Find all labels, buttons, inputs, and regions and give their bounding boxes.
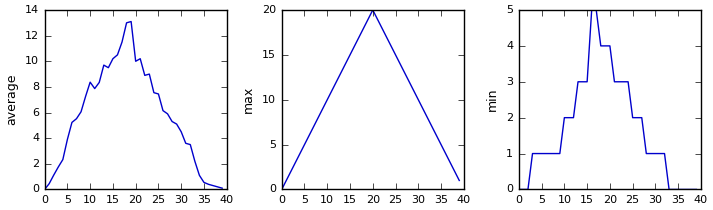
Y-axis label: max: max [242, 86, 255, 113]
Y-axis label: min: min [486, 88, 499, 112]
Y-axis label: average: average [5, 74, 18, 125]
